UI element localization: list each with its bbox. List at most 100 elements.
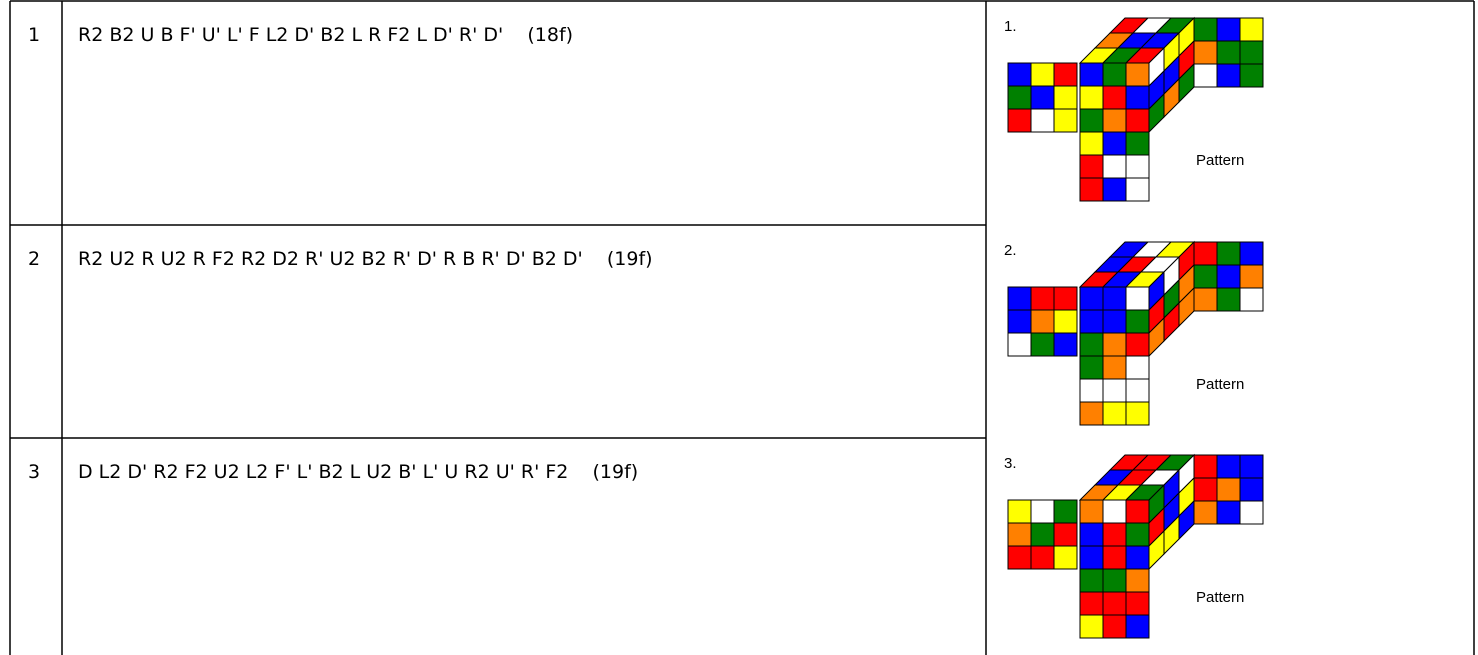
sticker bbox=[1125, 545, 1150, 570]
sticker bbox=[1178, 62, 1195, 104]
sticker bbox=[1053, 85, 1078, 110]
sticker bbox=[1193, 17, 1218, 42]
table-borders bbox=[9, 0, 1475, 655]
move-sequence: D L2 D' R2 F2 U2 L2 F' L' B2 L U2 B' L' … bbox=[78, 461, 638, 483]
sticker bbox=[1239, 63, 1264, 88]
sticker bbox=[1125, 108, 1150, 133]
sticker bbox=[1193, 241, 1218, 266]
sticker bbox=[1030, 309, 1055, 334]
sticker bbox=[1216, 454, 1241, 479]
row-number: 1 bbox=[28, 24, 40, 46]
cube-net bbox=[1007, 240, 1264, 426]
sticker bbox=[1030, 286, 1055, 311]
sticker bbox=[1053, 286, 1078, 311]
sticker bbox=[1030, 62, 1055, 87]
sticker bbox=[1239, 17, 1264, 42]
sticker bbox=[1007, 85, 1032, 110]
sticker bbox=[1125, 62, 1150, 87]
sticker bbox=[1079, 332, 1104, 357]
sticker bbox=[1030, 522, 1055, 547]
sticker bbox=[1216, 40, 1241, 65]
sticker bbox=[1053, 499, 1078, 524]
sticker bbox=[1216, 264, 1241, 289]
sticker bbox=[1079, 131, 1104, 156]
sticker bbox=[1193, 287, 1218, 312]
sticker bbox=[1216, 500, 1241, 525]
sticker bbox=[1125, 568, 1150, 593]
sticker bbox=[1030, 108, 1055, 133]
sticker bbox=[1216, 477, 1241, 502]
sticker bbox=[1193, 63, 1218, 88]
sticker bbox=[1239, 241, 1264, 266]
sticker bbox=[1125, 378, 1150, 403]
sticker bbox=[1239, 500, 1264, 525]
sticker bbox=[1079, 154, 1104, 179]
sticker bbox=[1216, 241, 1241, 266]
sticker bbox=[1102, 286, 1127, 311]
image-caption: Pattern bbox=[1196, 589, 1244, 606]
sticker bbox=[1239, 264, 1264, 289]
sticker bbox=[1102, 522, 1127, 547]
sticker bbox=[1239, 454, 1264, 479]
sticker bbox=[1102, 591, 1127, 616]
sticker bbox=[1053, 545, 1078, 570]
sticker bbox=[1102, 499, 1127, 524]
sticker bbox=[1079, 401, 1104, 426]
sticker bbox=[1030, 499, 1055, 524]
sticker bbox=[1079, 62, 1104, 87]
sticker bbox=[1102, 154, 1127, 179]
sticker bbox=[1193, 264, 1218, 289]
sticker bbox=[1125, 401, 1150, 426]
sticker bbox=[1193, 477, 1218, 502]
sticker bbox=[1030, 332, 1055, 357]
sticker bbox=[1125, 131, 1150, 156]
sticker bbox=[1216, 63, 1241, 88]
sticker bbox=[1125, 309, 1150, 334]
sticker bbox=[1125, 85, 1150, 110]
sticker bbox=[1079, 309, 1104, 334]
move-sequence: R2 U2 R U2 R F2 R2 D2 R' U2 B2 R' D' R B… bbox=[78, 248, 653, 270]
sticker bbox=[1102, 545, 1127, 570]
sticker bbox=[1125, 591, 1150, 616]
sticker bbox=[1007, 309, 1032, 334]
sticker bbox=[1030, 85, 1055, 110]
sticker bbox=[1125, 332, 1150, 357]
sticker bbox=[1007, 332, 1032, 357]
image-caption: Pattern bbox=[1196, 376, 1244, 393]
sticker bbox=[1239, 477, 1264, 502]
sticker bbox=[1079, 545, 1104, 570]
sticker bbox=[1079, 355, 1104, 380]
sticker bbox=[1079, 591, 1104, 616]
sticker bbox=[1178, 499, 1195, 541]
image-label: 1. bbox=[1004, 18, 1017, 35]
sticker bbox=[1102, 309, 1127, 334]
sticker bbox=[1239, 40, 1264, 65]
sticker bbox=[1079, 522, 1104, 547]
sticker bbox=[1007, 522, 1032, 547]
sticker bbox=[1125, 177, 1150, 202]
sticker bbox=[1079, 177, 1104, 202]
sticker bbox=[1102, 85, 1127, 110]
image-caption: Pattern bbox=[1196, 152, 1244, 169]
sticker bbox=[1053, 108, 1078, 133]
image-label: 3. bbox=[1004, 455, 1017, 472]
sticker bbox=[1053, 62, 1078, 87]
cube-net bbox=[1007, 453, 1264, 639]
row-number: 3 bbox=[28, 461, 40, 483]
sticker bbox=[1007, 62, 1032, 87]
sticker bbox=[1239, 287, 1264, 312]
sticker bbox=[1193, 500, 1218, 525]
sticker bbox=[1007, 499, 1032, 524]
sticker bbox=[1007, 545, 1032, 570]
sticker bbox=[1102, 378, 1127, 403]
sticker bbox=[1102, 62, 1127, 87]
sticker bbox=[1079, 85, 1104, 110]
sticker bbox=[1125, 614, 1150, 639]
sticker bbox=[1102, 177, 1127, 202]
move-sequence: R2 B2 U B F' U' L' F L2 D' B2 L R F2 L D… bbox=[78, 24, 573, 46]
sticker bbox=[1053, 332, 1078, 357]
sticker bbox=[1125, 499, 1150, 524]
sticker bbox=[1125, 286, 1150, 311]
sticker bbox=[1102, 108, 1127, 133]
sticker bbox=[1079, 568, 1104, 593]
